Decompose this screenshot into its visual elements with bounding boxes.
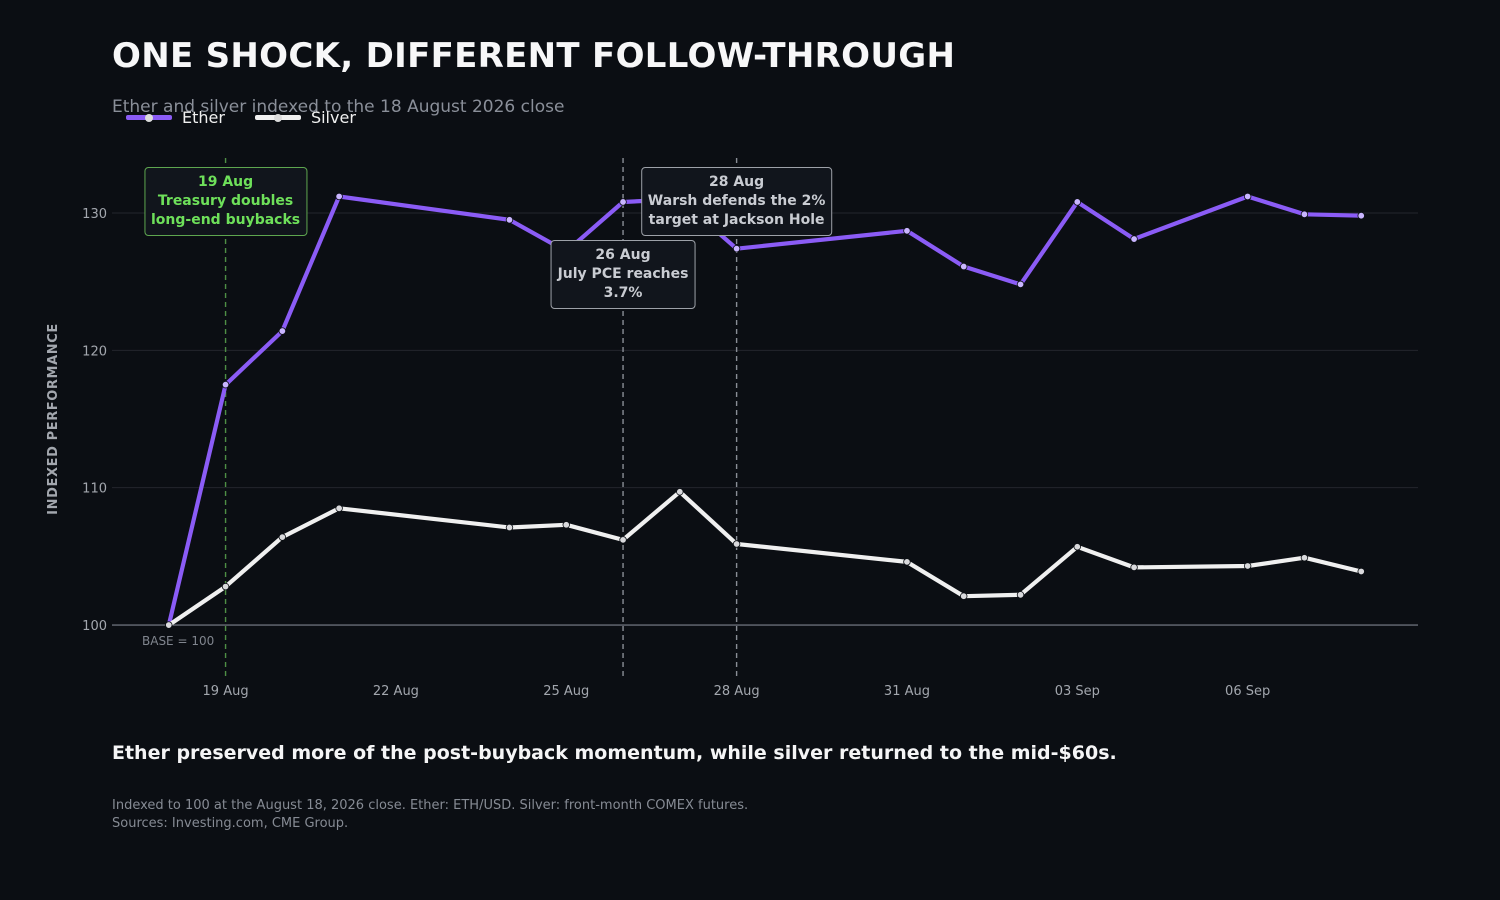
- x-tick-label: 03 Sep: [1055, 684, 1100, 699]
- y-tick-label: 110: [82, 482, 107, 497]
- data-point-ether: [335, 192, 343, 201]
- y-tick-label: 100: [82, 619, 107, 634]
- legend-label-silver: Silver: [310, 108, 356, 127]
- data-point-silver: [732, 540, 741, 548]
- annotation-text: long-end buybacks: [151, 212, 301, 228]
- annotation-text: Treasury doubles: [157, 193, 294, 209]
- data-point-ether: [1357, 211, 1365, 220]
- annotation-box: 28 Aug Warsh defends the 2% target at Jack…: [640, 167, 833, 236]
- annotation-box: 19 Aug Treasury doubles long-end buybacks: [144, 167, 308, 236]
- data-point-silver: [1357, 567, 1365, 576]
- data-point-ether: [1130, 235, 1138, 243]
- data-point-ether: [278, 327, 287, 335]
- x-tick-label: 31 Aug: [884, 684, 930, 699]
- data-point-silver: [1300, 554, 1309, 562]
- data-point-silver: [619, 536, 627, 544]
- data-point-ether: [903, 227, 911, 235]
- legend-swatch-silver: [254, 113, 301, 122]
- y-axis-label: INDEXED PERFORMANCE: [46, 323, 61, 515]
- data-point-ether: [1073, 198, 1082, 206]
- data-point-ether: [1243, 192, 1252, 201]
- annotation-box: 26 Aug July PCE reaches 3.7%: [550, 240, 696, 309]
- annotation-text: target at Jackson Hole: [648, 212, 825, 228]
- data-point-silver: [505, 523, 514, 532]
- chart-subtitle: Ether and silver indexed to the 18 Augus…: [112, 97, 565, 117]
- data-point-ether: [505, 216, 514, 224]
- x-tick-label: 28 Aug: [714, 684, 760, 699]
- data-point-silver: [335, 504, 343, 512]
- data-point-ether: [1016, 280, 1025, 289]
- x-tick-label: 22 Aug: [373, 684, 419, 699]
- x-tick-label: 06 Sep: [1225, 684, 1270, 699]
- annotation-text: 28 Aug: [708, 174, 765, 190]
- data-point-silver: [1243, 562, 1252, 570]
- annotation-text: Warsh defends the 2%: [647, 193, 826, 209]
- data-point-silver: [960, 592, 968, 600]
- data-point-ether: [221, 380, 230, 389]
- legend-item-silver: Silver: [254, 108, 356, 127]
- data-point-silver: [221, 582, 230, 591]
- data-point-silver: [562, 521, 570, 529]
- legend-item-ether: Ether: [126, 108, 225, 127]
- data-point-silver: [676, 488, 684, 496]
- data-point-ether: [1300, 210, 1309, 219]
- x-tick-label: 25 Aug: [543, 684, 589, 699]
- annotation-text: 3.7%: [603, 285, 643, 301]
- chart-takeaway: Ether preserved more of the post-buyback…: [112, 742, 1117, 764]
- data-point-silver: [165, 621, 173, 629]
- data-point-silver: [278, 533, 287, 541]
- x-tick-label: 19 Aug: [203, 684, 249, 699]
- data-point-silver: [1016, 591, 1025, 599]
- legend-swatch-ether: [126, 113, 172, 122]
- chart-legend: Ether Silver: [126, 108, 356, 127]
- footnote-source-line: Sources: Investing.com, CME Group.: [112, 816, 349, 831]
- annotation-text: 26 Aug: [595, 247, 651, 263]
- y-tick-label: 120: [82, 344, 107, 359]
- data-point-silver: [1130, 563, 1138, 572]
- annotation-text: 19 Aug: [197, 174, 254, 190]
- baseline-label: BASE = 100: [142, 634, 214, 648]
- annotation-text: July PCE reaches: [557, 266, 689, 282]
- data-point-ether: [619, 198, 627, 206]
- data-point-ether: [960, 262, 968, 271]
- chart-footnote: Indexed to 100 at the August 18, 2026 cl…: [112, 797, 748, 833]
- data-point-silver: [903, 558, 911, 566]
- data-point-silver: [1073, 543, 1082, 551]
- data-point-ether: [732, 244, 741, 253]
- series-line-silver: [166, 489, 1364, 628]
- chart-title: ONE SHOCK, DIFFERENT FOLLOW-THROUGH: [112, 36, 956, 76]
- series-line-ether: [166, 194, 1364, 628]
- y-tick-label: 130: [82, 207, 107, 222]
- footnote-line-1: Indexed to 100 at the August 18, 2026 cl…: [112, 798, 749, 813]
- legend-label-ether: Ether: [182, 108, 225, 127]
